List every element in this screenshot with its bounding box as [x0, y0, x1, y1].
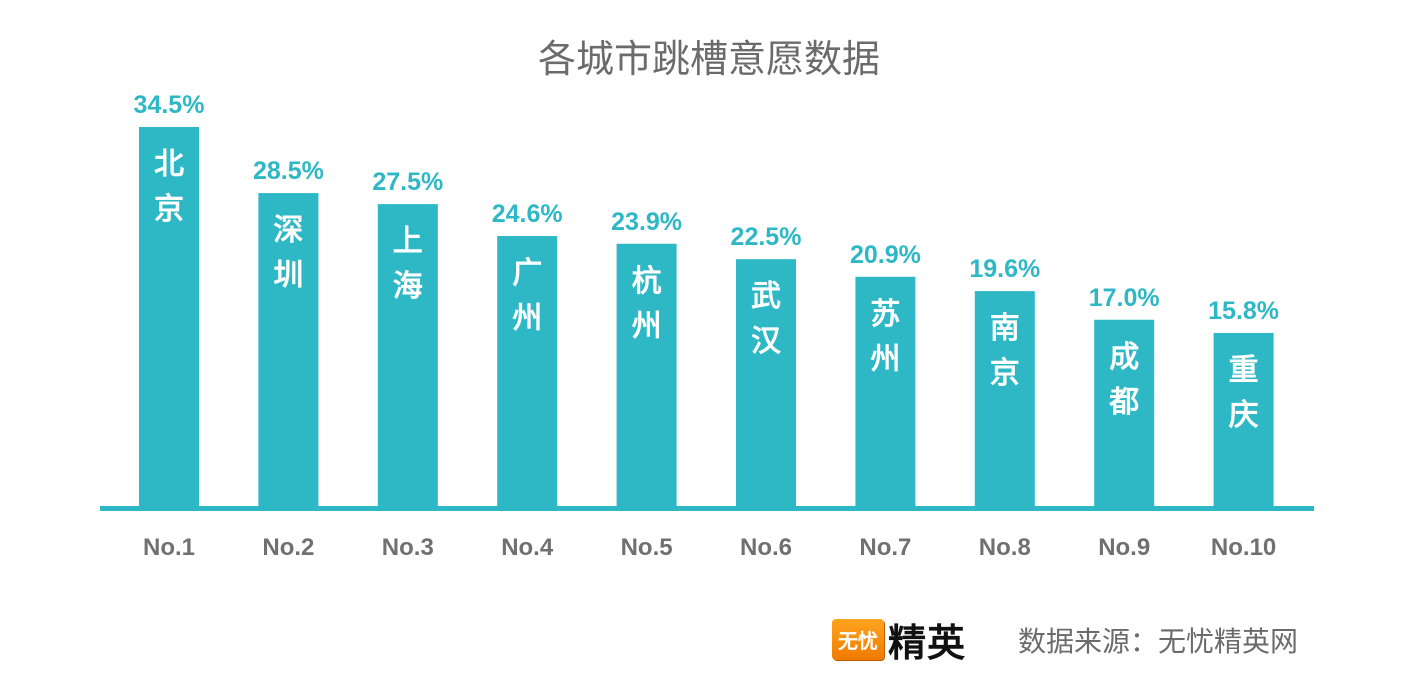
data-source-text: 数据来源：无忧精英网 — [1017, 624, 1298, 658]
bar-10 — [1213, 332, 1274, 507]
city-label-1-char-1: 北 — [154, 147, 184, 182]
city-label-4-char-1: 广 — [512, 256, 542, 291]
value-label-3: 27.5% — [372, 168, 443, 196]
category-label-7: No.7 — [859, 534, 911, 561]
category-label-2: No.2 — [262, 534, 314, 561]
value-label-5: 23.9% — [611, 208, 682, 236]
source-footer: 无忧 精英 数据来源：无忧精英网 — [831, 612, 1298, 667]
value-label-1: 34.5% — [134, 91, 205, 119]
x-axis-line — [100, 506, 1314, 511]
city-label-9-char-2: 都 — [1108, 385, 1139, 420]
city-label-8-char-2: 京 — [990, 356, 1020, 391]
labels-layer: 34.5%北京No.128.5%深圳No.227.5%上海No.324.6%广州… — [134, 91, 1279, 561]
bar-5 — [616, 243, 677, 508]
category-label-9: No.9 — [1098, 534, 1150, 561]
category-label-8: No.8 — [979, 534, 1031, 561]
city-label-8-char-1: 南 — [990, 311, 1020, 346]
city-label-2-char-1: 深 — [273, 213, 303, 248]
category-label-1: No.1 — [143, 534, 195, 561]
city-label-6-char-1: 武 — [751, 279, 781, 314]
bars-layer — [139, 127, 1274, 508]
value-label-8: 19.6% — [969, 255, 1040, 283]
city-label-1-char-2: 京 — [154, 192, 184, 227]
bar-3 — [377, 204, 438, 508]
bar-6 — [736, 259, 796, 507]
value-label-9: 17.0% — [1089, 284, 1160, 312]
brand-logo: 无忧 精英 — [831, 612, 966, 667]
city-label-5-char-2: 州 — [632, 309, 662, 344]
city-label-7-char-1: 苏 — [870, 297, 900, 332]
city-label-9-char-1: 成 — [1109, 340, 1139, 375]
category-label-10: No.10 — [1211, 534, 1276, 561]
category-label-6: No.6 — [740, 534, 792, 561]
value-label-10: 15.8% — [1208, 297, 1279, 325]
category-label-4: No.4 — [501, 534, 554, 561]
value-label-2: 28.5% — [253, 157, 324, 185]
bar-4 — [497, 236, 558, 508]
bar-2 — [258, 193, 319, 507]
value-label-4: 24.6% — [492, 200, 563, 228]
value-label-7: 20.9% — [850, 241, 921, 269]
logo-badge: 无忧 — [831, 619, 884, 660]
city-label-7-char-2: 州 — [870, 342, 900, 377]
bar-1 — [139, 127, 199, 507]
bar-9 — [1094, 319, 1155, 507]
city-label-3-char-2: 海 — [393, 269, 423, 304]
city-label-10-char-2: 庆 — [1229, 398, 1259, 433]
city-label-3-char-1: 上 — [393, 224, 423, 259]
city-label-2-char-2: 圳 — [273, 258, 303, 293]
city-label-4-char-2: 州 — [512, 301, 542, 336]
category-label-5: No.5 — [621, 534, 673, 561]
category-label-3: No.3 — [382, 534, 434, 561]
bar-7 — [855, 276, 916, 507]
logo-text: 精英 — [887, 621, 966, 665]
city-label-5-char-1: 杭 — [632, 264, 662, 299]
chart-title: 各城市跳槽意愿数据 — [537, 37, 880, 81]
value-label-6: 22.5% — [731, 223, 802, 251]
city-label-10-char-1: 重 — [1229, 353, 1259, 388]
city-label-6-char-2: 汉 — [751, 324, 782, 359]
bar-8 — [974, 291, 1035, 507]
